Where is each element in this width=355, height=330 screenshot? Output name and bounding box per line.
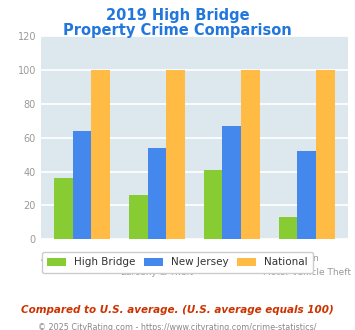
- Text: All Property Crime: All Property Crime: [41, 254, 123, 263]
- Text: © 2025 CityRating.com - https://www.cityrating.com/crime-statistics/: © 2025 CityRating.com - https://www.city…: [38, 323, 317, 330]
- Text: Burglary: Burglary: [138, 254, 176, 263]
- Text: 2019 High Bridge: 2019 High Bridge: [106, 8, 249, 23]
- Text: Compared to U.S. average. (U.S. average equals 100): Compared to U.S. average. (U.S. average …: [21, 305, 334, 315]
- Bar: [129, 195, 148, 239]
- Bar: [73, 131, 91, 239]
- Bar: [148, 148, 166, 239]
- Bar: [54, 178, 73, 239]
- Bar: [316, 70, 335, 239]
- Bar: [223, 126, 241, 239]
- Bar: [279, 217, 297, 239]
- Legend: High Bridge, New Jersey, National: High Bridge, New Jersey, National: [42, 252, 313, 273]
- Bar: [91, 70, 110, 239]
- Bar: [204, 170, 223, 239]
- Text: Property Crime Comparison: Property Crime Comparison: [63, 23, 292, 38]
- Text: Arson: Arson: [294, 254, 320, 263]
- Bar: [166, 70, 185, 239]
- Bar: [297, 151, 316, 239]
- Text: Motor Vehicle Theft: Motor Vehicle Theft: [263, 268, 351, 277]
- Bar: [241, 70, 260, 239]
- Text: Larceny & Theft: Larceny & Theft: [121, 268, 193, 277]
